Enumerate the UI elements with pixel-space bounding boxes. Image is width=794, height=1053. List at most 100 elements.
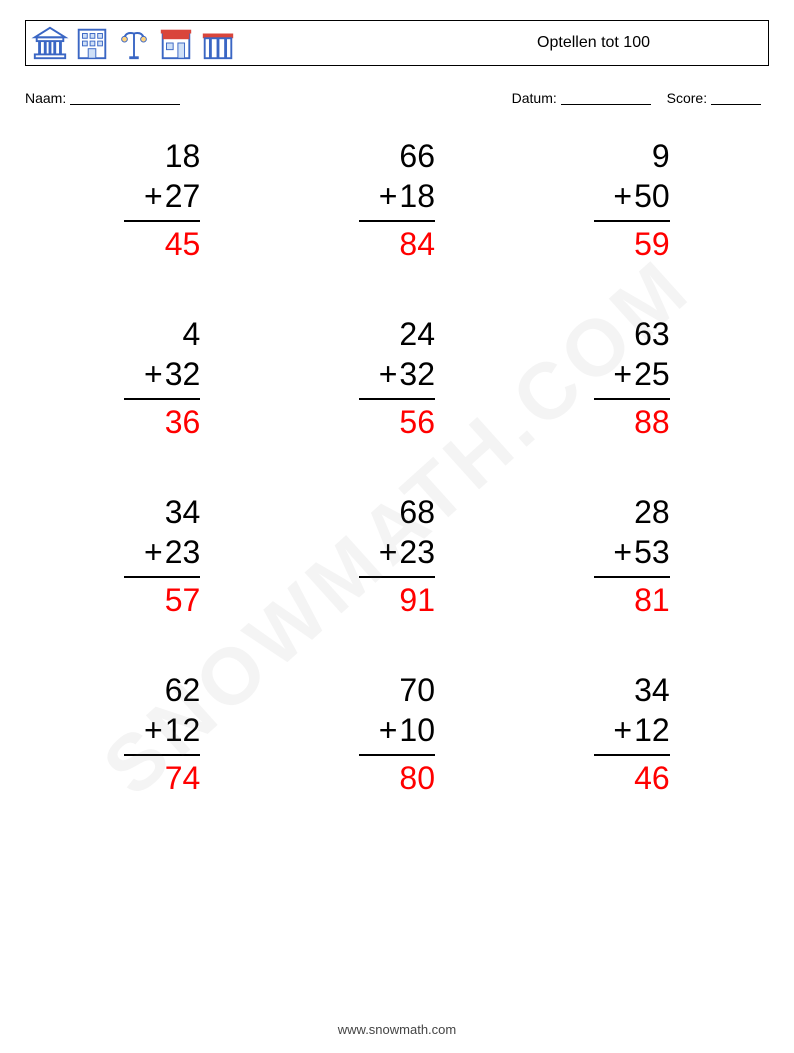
answer: 45: [124, 224, 200, 264]
addend-bottom: 23: [399, 532, 435, 572]
sum-rule: [359, 398, 435, 400]
date-blank[interactable]: [561, 104, 651, 105]
problem: 63+2588: [534, 314, 729, 442]
name-blank[interactable]: [70, 104, 180, 105]
problem: 9+50 59: [534, 136, 729, 264]
bank-icon: [30, 24, 70, 62]
score-blank[interactable]: [711, 104, 761, 105]
problems-grid: 18+274566+18849+50594+323624+325663+2588…: [25, 136, 769, 798]
problem: 34+12 46: [534, 670, 729, 798]
addend-row: +50: [594, 176, 670, 216]
addend-row: +53: [594, 532, 670, 572]
plus-sign: +: [144, 354, 163, 394]
addend-row: +12: [594, 710, 670, 750]
addend-top: 68: [359, 492, 435, 532]
date-label: Datum:: [512, 90, 557, 106]
problem: 28+53 81: [534, 492, 729, 620]
addend-row: +10: [359, 710, 435, 750]
problem: 4+32 36: [65, 314, 260, 442]
answer: 88: [594, 402, 670, 442]
answer: 46: [594, 758, 670, 798]
answer: 80: [359, 758, 435, 798]
date-field: Datum:: [512, 90, 651, 106]
sum-rule: [124, 220, 200, 222]
addend-top: 62: [124, 670, 200, 710]
plus-sign: +: [613, 354, 632, 394]
plus-sign: +: [379, 710, 398, 750]
sum-rule: [594, 754, 670, 756]
score-label: Score:: [667, 90, 707, 106]
addend-bottom: 50: [634, 176, 670, 216]
plus-sign: +: [379, 532, 398, 572]
header-box: Optellen tot 100: [25, 20, 769, 66]
problem: 70+10 80: [300, 670, 495, 798]
problem: 18+27 45: [65, 136, 260, 264]
addend-bottom: 12: [634, 710, 670, 750]
addend-row: +23: [359, 532, 435, 572]
addend-bottom: 18: [399, 176, 435, 216]
sum-rule: [124, 754, 200, 756]
addend-bottom: 32: [165, 354, 201, 394]
name-field: Naam:: [25, 90, 512, 106]
addend-top: 70: [359, 670, 435, 710]
answer: 36: [124, 402, 200, 442]
plus-sign: +: [613, 176, 632, 216]
addend-bottom: 10: [399, 710, 435, 750]
problem: 24+3256: [300, 314, 495, 442]
plus-sign: +: [379, 176, 398, 216]
plus-sign: +: [613, 532, 632, 572]
answer: 59: [594, 224, 670, 264]
streetlight-icon: [114, 24, 154, 62]
problem: 66+18 84: [300, 136, 495, 264]
addend-row: +27: [124, 176, 200, 216]
score-field: Score:: [667, 90, 761, 106]
answer: 74: [124, 758, 200, 798]
addend-row: +23: [124, 532, 200, 572]
plus-sign: +: [613, 710, 632, 750]
addend-top: 34: [594, 670, 670, 710]
addend-bottom: 53: [634, 532, 670, 572]
sum-rule: [359, 220, 435, 222]
sum-rule: [124, 576, 200, 578]
plus-sign: +: [379, 354, 398, 394]
sum-rule: [594, 576, 670, 578]
addend-bottom: 25: [634, 354, 670, 394]
addend-bottom: 12: [165, 710, 201, 750]
answer: 81: [594, 580, 670, 620]
plus-sign: +: [144, 710, 163, 750]
worksheet-title: Optellen tot 100: [537, 34, 760, 52]
plus-sign: +: [144, 176, 163, 216]
answer: 57: [124, 580, 200, 620]
footer-url: www.snowmath.com: [0, 1022, 794, 1037]
sum-rule: [359, 576, 435, 578]
addend-top: 24: [359, 314, 435, 354]
addend-row: +18: [359, 176, 435, 216]
sum-rule: [124, 398, 200, 400]
plus-sign: +: [144, 532, 163, 572]
addend-row: +25: [594, 354, 670, 394]
addend-top: 4: [124, 314, 200, 354]
answer: 91: [359, 580, 435, 620]
answer: 84: [359, 224, 435, 264]
addend-row: +32: [124, 354, 200, 394]
museum-icon: [198, 24, 238, 62]
sum-rule: [594, 398, 670, 400]
sum-rule: [359, 754, 435, 756]
answer: 56: [359, 402, 435, 442]
problem: 62+12 74: [65, 670, 260, 798]
name-label: Naam:: [25, 90, 66, 106]
addend-top: 34: [124, 492, 200, 532]
sum-rule: [594, 220, 670, 222]
problem: 68+23 91: [300, 492, 495, 620]
addend-top: 28: [594, 492, 670, 532]
problem: 34+23 57: [65, 492, 260, 620]
addend-top: 9: [594, 136, 670, 176]
addend-top: 66: [359, 136, 435, 176]
addend-row: +12: [124, 710, 200, 750]
shop-icon: [156, 24, 196, 62]
addend-top: 18: [124, 136, 200, 176]
worksheet-page: Optellen tot 100 Naam: Datum: Score: SNO…: [0, 0, 794, 1053]
info-row: Naam: Datum: Score:: [25, 90, 769, 106]
apartment-icon: [72, 24, 112, 62]
addend-bottom: 23: [165, 532, 201, 572]
